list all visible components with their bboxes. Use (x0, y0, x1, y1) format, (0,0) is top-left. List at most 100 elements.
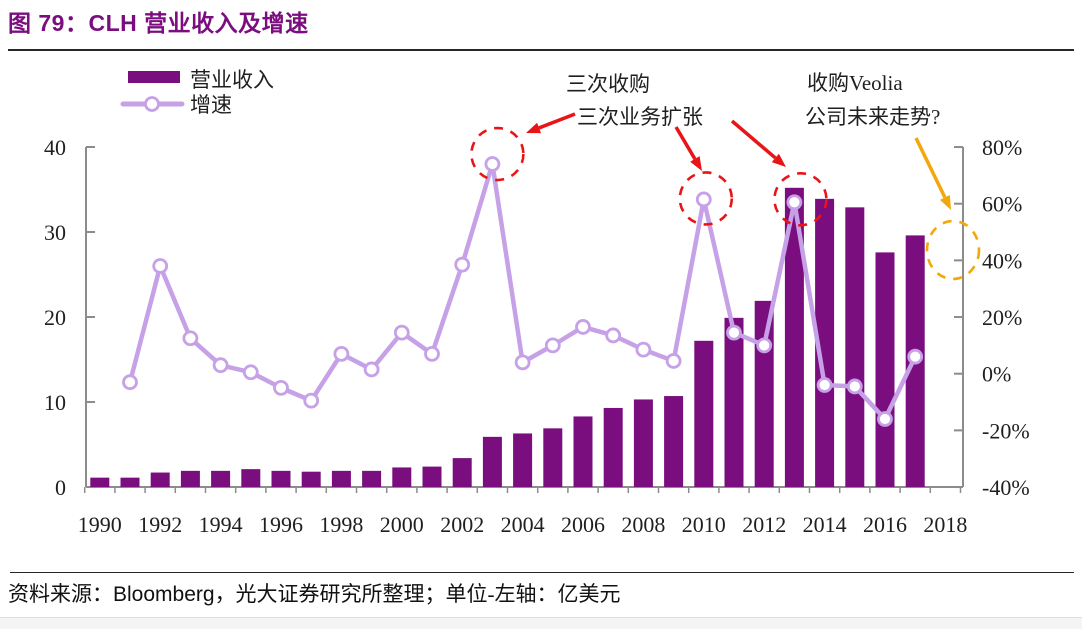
bar-1997 (301, 471, 321, 487)
arrow-to-2010-shaft (674, 126, 697, 160)
source-line: 资料来源：Bloomberg，光大证券研究所整理；单位-左轴：亿美元 (8, 578, 621, 608)
x-axis-label-1996: 1996 (259, 512, 303, 537)
arrow-to-outlook-head (939, 195, 951, 210)
source-bloomberg: Bloomberg (113, 583, 215, 606)
annotation-veolia-line2: 公司未来走势? (805, 105, 940, 129)
left-axis-label: 0 (55, 475, 66, 500)
x-axis-label-2016: 2016 (863, 512, 907, 537)
x-axis-label-2000: 2000 (380, 512, 424, 537)
growth-marker-2009 (665, 353, 682, 369)
growth-marker-1999 (363, 361, 380, 378)
bar-1990 (90, 477, 110, 487)
x-axis-label-2002: 2002 (440, 512, 484, 537)
growth-marker-1991 (122, 374, 138, 391)
x-axis-label-2014: 2014 (803, 512, 847, 537)
veolia-outlook-circle (925, 219, 981, 281)
x-axis-label-1990: 1990 (78, 512, 122, 537)
bar-1994 (211, 470, 231, 487)
growth-marker-1994 (212, 357, 229, 374)
growth-marker-1997 (303, 392, 320, 409)
growth-marker-2016 (877, 411, 893, 427)
annotation-veolia-line1: 收购Veolia (807, 71, 903, 95)
growth-marker-1993 (182, 330, 199, 347)
arrow-to-2010-head (690, 156, 702, 171)
annotation-acquisitions-line2: 三次业务扩张 (577, 105, 703, 129)
x-axis-label-1994: 1994 (199, 512, 243, 537)
growth-marker-1996 (273, 379, 289, 396)
arrow-to-2003-head (526, 122, 542, 134)
right-axis-label: 20% (982, 305, 1022, 330)
right-axis-label: -40% (982, 475, 1030, 500)
bar-2008 (633, 399, 653, 487)
growth-marker-2014 (816, 377, 833, 393)
bar-2011 (724, 317, 744, 487)
bar-1998 (331, 470, 351, 487)
growth-marker-2002 (454, 256, 471, 273)
growth-marker-2013 (786, 194, 803, 211)
right-axis-label: -20% (982, 418, 1030, 443)
source-prefix: 资料来源： (8, 582, 113, 606)
legend-revenue-label: 营业收入 (190, 68, 274, 92)
left-axis-label: 40 (44, 135, 66, 160)
bar-1995 (241, 469, 261, 487)
bar-2010 (694, 340, 714, 487)
x-axis-label-1998: 1998 (319, 512, 363, 537)
right-axis-label: 80% (982, 135, 1022, 160)
annotation-acquisitions-line1: 三次收购 (566, 72, 650, 96)
bar-1992 (150, 472, 170, 487)
bar-1993 (180, 470, 200, 487)
x-axis-label-2006: 2006 (561, 512, 605, 537)
bar-2013 (784, 187, 804, 488)
x-axis-label-2010: 2010 (682, 512, 726, 537)
bar-1999 (362, 470, 382, 487)
arrow-to-2013-shaft (730, 119, 777, 160)
bar-2000 (392, 467, 412, 487)
source-divider (10, 572, 1074, 573)
arrow-to-2013-head (771, 153, 786, 167)
bar-2007 (603, 407, 623, 487)
bar-2012 (754, 300, 774, 487)
figure-title: 图 79：CLH 营业收入及增速 (8, 10, 309, 36)
revenue-growth-chart: 0 10 20 30 40 -40% -20% 0% 20% 40% 60% 80% 1990 1992 1… (44, 68, 1030, 537)
growth-marker-2007 (605, 327, 622, 344)
bar-2001 (422, 466, 442, 487)
growth-marker-2012 (756, 337, 773, 354)
source-suffix: ，光大证券研究所整理；单位-左轴：亿美元 (214, 582, 621, 606)
bar-2003 (482, 436, 502, 487)
page-bottom-strip (0, 617, 1082, 629)
bar-2004 (513, 433, 533, 487)
x-axis-label-2008: 2008 (621, 512, 665, 537)
growth-marker-2010 (695, 191, 712, 208)
right-axis-label: 60% (982, 192, 1022, 217)
left-axis-label: 30 (44, 220, 66, 245)
bar-2006 (573, 416, 593, 487)
growth-marker-2004 (514, 354, 531, 371)
legend-revenue-swatch (128, 71, 180, 83)
legend-growth-label: 增速 (190, 93, 232, 117)
bar-2002 (452, 458, 472, 487)
left-axis-label: 20 (44, 305, 66, 330)
bar-2009 (664, 396, 684, 487)
growth-marker-2001 (424, 345, 440, 362)
growth-marker-2008 (635, 341, 652, 358)
bar-1991 (120, 477, 140, 487)
left-axis-label: 10 (44, 390, 66, 415)
growth-marker-2015 (846, 378, 863, 395)
arrow-to-2003-shaft (538, 112, 576, 130)
growth-marker-2003 (484, 156, 501, 172)
growth-marker-2011 (726, 324, 742, 341)
growth-marker-2006 (575, 319, 591, 335)
acquisition-circle-2010 (678, 171, 734, 226)
right-axis-label: 40% (982, 248, 1022, 273)
legend-growth-marker (144, 96, 160, 112)
arrow-to-outlook-shaft (914, 137, 947, 199)
right-axis-label: 0% (982, 362, 1011, 387)
x-axis-label-2004: 2004 (501, 512, 545, 537)
bar-2015 (845, 207, 865, 487)
growth-marker-2017 (907, 348, 924, 365)
title-divider (8, 49, 1074, 51)
growth-marker-1998 (333, 345, 350, 362)
acquisition-circle-2003 (470, 126, 525, 182)
bar-2016 (875, 252, 895, 487)
